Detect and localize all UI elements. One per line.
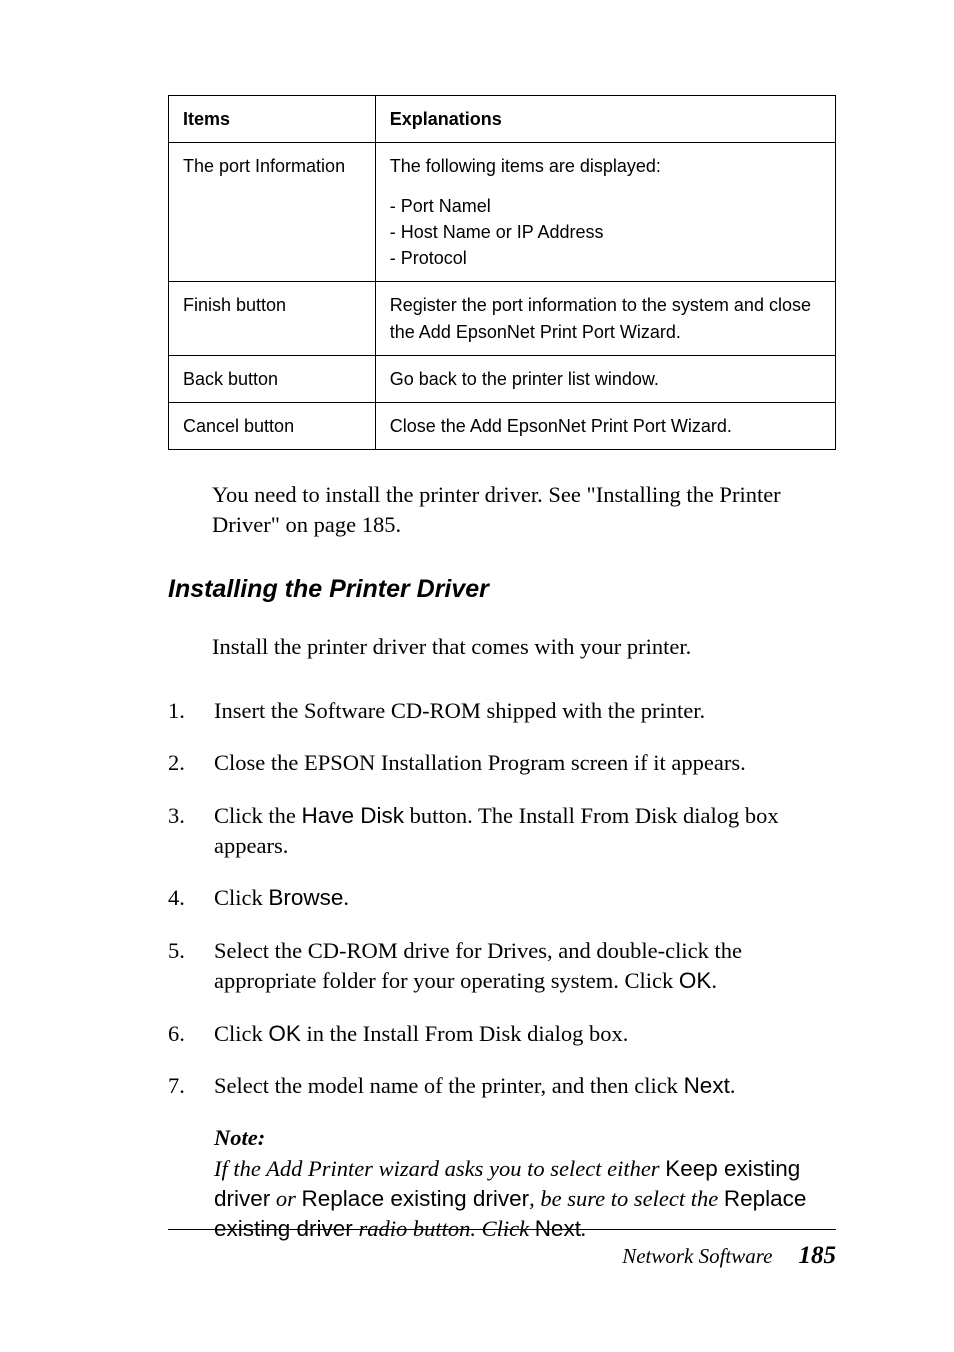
- page-footer: Network Software 185: [168, 1229, 836, 1270]
- text-run: Click: [214, 1021, 268, 1046]
- table-cell-item: The port Information: [169, 143, 376, 282]
- note-label: Note:: [214, 1123, 836, 1153]
- page: Items Explanations The port Information …: [0, 0, 954, 1352]
- list-body: Click the Have Disk button. The Install …: [214, 801, 836, 862]
- list-item: 2.Close the EPSON Installation Program s…: [168, 748, 836, 778]
- table-header-items: Items: [169, 96, 376, 143]
- list-item: 4.Click Browse.: [168, 883, 836, 913]
- list-item: 3.Click the Have Disk button. The Instal…: [168, 801, 836, 862]
- table-row: Back button Go back to the printer list …: [169, 355, 836, 402]
- intro-paragraph: Install the printer driver that comes wi…: [212, 632, 836, 662]
- table-row: Cancel button Close the Add EpsonNet Pri…: [169, 402, 836, 449]
- list-number: 5.: [168, 936, 214, 997]
- list-body: Click OK in the Install From Disk dialog…: [214, 1019, 836, 1049]
- ui-term: OK: [268, 1021, 301, 1046]
- list-item: 5.Select the CD-ROM drive for Drives, an…: [168, 936, 836, 997]
- footer-title: Network Software: [622, 1244, 772, 1268]
- table-cell-explanation: The following items are displayed: - Por…: [375, 143, 835, 282]
- text-run: Click the: [214, 803, 301, 828]
- text-run: in the Install From Disk dialog box.: [301, 1021, 628, 1046]
- table-cell-item: Cancel button: [169, 402, 376, 449]
- list-body: Click Browse.: [214, 883, 836, 913]
- list-number: 3.: [168, 801, 214, 862]
- text-run: .: [730, 1073, 736, 1098]
- list-item: 1.Insert the Software CD-ROM shipped wit…: [168, 696, 836, 726]
- list-body: Insert the Software CD-ROM shipped with …: [214, 696, 836, 726]
- text-run: .: [711, 968, 717, 993]
- list-body: Select the CD-ROM drive for Drives, and …: [214, 936, 836, 997]
- text-run: Insert the Software CD-ROM shipped with …: [214, 698, 705, 723]
- text-run: or: [270, 1186, 301, 1211]
- table-cell-item: Finish button: [169, 282, 376, 355]
- text-run: , be sure to select the: [529, 1186, 724, 1211]
- ui-term: Replace existing driver: [302, 1186, 530, 1211]
- text-run: If the Add Printer wizard asks you to se…: [214, 1156, 665, 1181]
- ui-term: Next: [684, 1073, 730, 1098]
- list-number: 4.: [168, 883, 214, 913]
- ui-term: Have Disk: [301, 803, 404, 828]
- list-number: 6.: [168, 1019, 214, 1049]
- list-body: Select the model name of the printer, an…: [214, 1071, 836, 1101]
- text-run: Select the CD-ROM drive for Drives, and …: [214, 938, 742, 993]
- text-run: Click: [214, 885, 268, 910]
- text-run: Select the model name of the printer, an…: [214, 1073, 684, 1098]
- list-number: 1.: [168, 696, 214, 726]
- explanation-intro: The following items are displayed:: [390, 153, 821, 179]
- list-body: Close the EPSON Installation Program scr…: [214, 748, 836, 778]
- list-item: 6.Click OK in the Install From Disk dial…: [168, 1019, 836, 1049]
- table-header-explanations: Explanations: [375, 96, 835, 143]
- ordered-steps: 1.Insert the Software CD-ROM shipped wit…: [168, 696, 836, 1101]
- table-row: Finish button Register the port informat…: [169, 282, 836, 355]
- text-run: Close the EPSON Installation Program scr…: [214, 750, 746, 775]
- lead-paragraph: You need to install the printer driver. …: [212, 480, 836, 541]
- footer-page-number: 185: [799, 1242, 837, 1269]
- ui-term: Browse: [268, 885, 343, 910]
- list-item: 7.Select the model name of the printer, …: [168, 1071, 836, 1101]
- table-cell-explanation: Go back to the printer list window.: [375, 355, 835, 402]
- section-heading: Installing the Printer Driver: [168, 575, 836, 604]
- table-cell-explanation: Close the Add EpsonNet Print Port Wizard…: [375, 402, 835, 449]
- note-block: Note: If the Add Printer wizard asks you…: [214, 1123, 836, 1245]
- text-run: .: [343, 885, 349, 910]
- table-cell-explanation: Register the port information to the sys…: [375, 282, 835, 355]
- table-row: The port Information The following items…: [169, 143, 836, 282]
- explanation-lines: - Port Namel - Host Name or IP Address -…: [390, 193, 821, 271]
- ui-term: OK: [679, 968, 712, 993]
- list-number: 7.: [168, 1071, 214, 1101]
- table-cell-item: Back button: [169, 355, 376, 402]
- list-number: 2.: [168, 748, 214, 778]
- info-table: Items Explanations The port Information …: [168, 95, 836, 450]
